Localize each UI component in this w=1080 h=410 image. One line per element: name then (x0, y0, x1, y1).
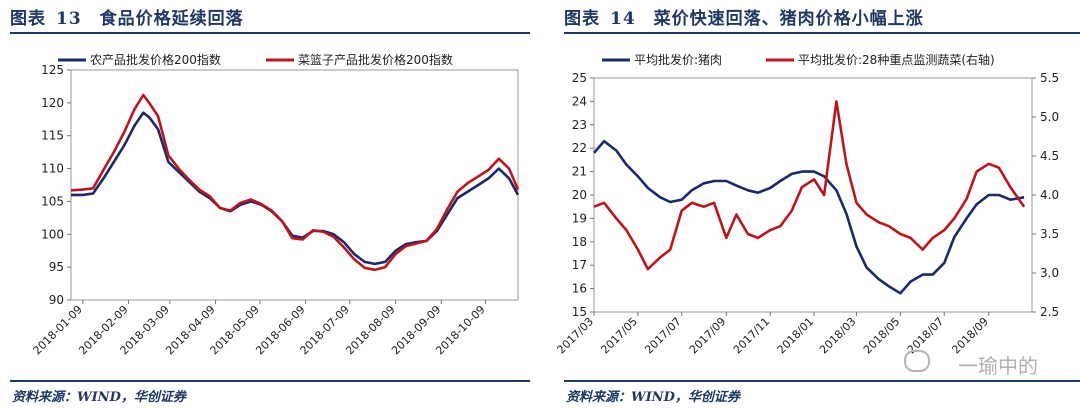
y-tick-label: 24 (572, 94, 587, 108)
figure-13-top-rule (10, 32, 530, 34)
figure-14-source: 资料来源：WIND，华创证券 (566, 390, 740, 405)
y2-tick-label: 5.5 (1040, 71, 1059, 85)
figure-14-title-text: 菜价快速回落、猪肉价格小幅上涨 (653, 9, 924, 29)
y2-tick-label: 3.5 (1040, 227, 1059, 241)
y-tick-label: 90 (49, 293, 64, 307)
wechat-icon (904, 350, 930, 372)
y-tick-label: 25 (572, 71, 587, 85)
figure-14-title: 图表 14 菜价快速回落、猪肉价格小幅上涨 (564, 4, 924, 29)
figure-13-source: 资料来源：WIND，华创证券 (12, 390, 186, 405)
figure-14-top-rule (564, 32, 1080, 34)
y2-tick-label: 5.0 (1040, 110, 1059, 124)
x-tick-label: 2017/11 (731, 315, 773, 357)
series-line-2 (593, 100, 1026, 271)
x-tick-label: 2017/03 (555, 315, 597, 357)
y-tick-label: 110 (41, 162, 64, 176)
x-tick-label: 2018/01 (775, 315, 817, 357)
y-tick-label: 95 (49, 260, 64, 274)
y-tick-label: 115 (41, 129, 64, 143)
figure-14-chart: 15 16 17 18 19 20 21 22 23 24 25 2.5 3.0 3.5 4.0 4.5 5.0… (555, 52, 1059, 357)
y-tick-label: 15 (572, 305, 587, 319)
figure-14-number: 14 (610, 9, 636, 29)
y-tick-label: 19 (572, 211, 587, 225)
y2-tick-label: 4.0 (1040, 188, 1059, 202)
x-tick-label: 2017/09 (687, 315, 729, 357)
figure-14-panel: 图表 14 菜价快速回落、猪肉价格小幅上涨 15 16 17 18 19 20 21 22 23 24… (554, 0, 1080, 410)
y-tick-label: 21 (572, 165, 587, 179)
figure-13-title: 图表 13 食品价格延续回落 (10, 4, 244, 29)
y-tick-label: 20 (572, 188, 587, 202)
legend-label-1: 农产品批发价格200指数 (90, 52, 221, 67)
plot-frame (593, 77, 1033, 313)
figure-13-panel: 图表 13 食品价格延续回落 90 95 100 105 110 115 120 125 2018-… (0, 0, 530, 410)
x-tick-label: 2018/05 (861, 315, 903, 357)
figure-13-title-text: 食品价格延续回落 (99, 9, 244, 29)
series-line-1 (593, 139, 1025, 295)
y-tick-label: 16 (572, 282, 587, 296)
x-tick-label: 2017/05 (598, 315, 640, 357)
figure-13-number: 13 (56, 9, 82, 29)
legend-label-2: 菜篮子产品批发价格200指数 (298, 52, 453, 67)
legend-label-1: 平均批发价:猪肉 (634, 52, 722, 67)
plot-frame (70, 69, 519, 301)
y-tick-label: 100 (41, 227, 64, 241)
y2-tick-label: 3.0 (1040, 266, 1059, 280)
y2-tick-label: 4.5 (1040, 149, 1059, 163)
y-tick-label: 22 (572, 141, 587, 155)
y-tick-label: 23 (572, 118, 587, 132)
legend-label-2: 平均批发价:28种重点监测蔬菜(右轴) (798, 52, 995, 67)
y-tick-label: 120 (41, 96, 64, 110)
y-tick-label: 105 (41, 194, 64, 208)
x-tick-label: 2017/07 (642, 315, 684, 357)
y2-tick-label: 2.5 (1040, 305, 1059, 319)
y-tick-label: 18 (572, 235, 587, 249)
series-line-1 (71, 111, 520, 266)
figure-13-label: 图表 (10, 9, 46, 29)
figure-14-label: 图表 (564, 9, 600, 29)
figure-13-bottom-rule (10, 380, 530, 382)
figure-13-chart: 90951001051101151201252018-01-092018-02-… (31, 52, 520, 357)
y-tick-label: 17 (572, 258, 587, 272)
series-line-2 (70, 93, 520, 272)
y-tick-label: 125 (41, 63, 64, 77)
figure-14-bottom-rule (564, 380, 1080, 382)
watermark: 一瑜中的 (958, 354, 1038, 378)
x-tick-label: 2018/03 (817, 315, 859, 357)
